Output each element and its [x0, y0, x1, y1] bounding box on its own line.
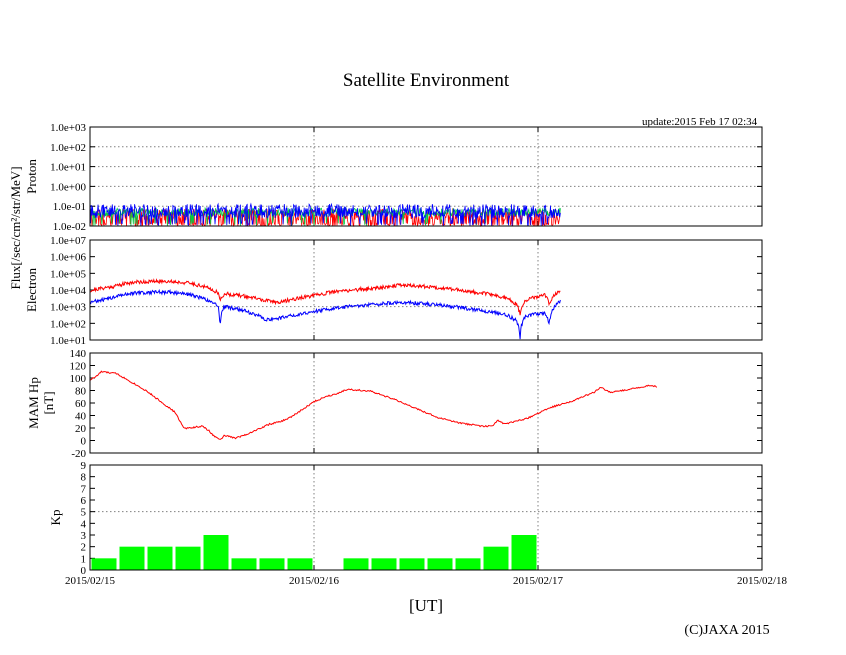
y-tick-label: 8: [81, 472, 87, 484]
y-tick-label: 1.0e-02: [53, 221, 86, 233]
y-tick-label: 1: [81, 553, 87, 565]
panel-frame: [89, 126, 763, 227]
panel-ylabel: Kp: [48, 510, 63, 526]
kp-bar: [427, 558, 453, 570]
y-tick-label: 1.0e+05: [50, 268, 86, 280]
kp-bar: [343, 558, 369, 570]
mam-hp-series: [89, 370, 658, 440]
kp-bar: [511, 535, 537, 570]
chart-title: Satellite Environment: [343, 70, 510, 91]
y-tick-label: 1.0e+03: [50, 122, 86, 134]
y-tick-label: 140: [70, 348, 87, 360]
y-tick-label: 60: [75, 398, 87, 410]
y-tick-label: 0: [81, 436, 87, 448]
y-tick-label: 6: [81, 495, 87, 507]
kp-bar: [399, 558, 425, 570]
kp-bar: [175, 546, 201, 570]
y-tick-label: 1.0e+02: [50, 142, 86, 154]
panel-electron: 1.0e+01 1.0e+02 1.0e+03 1.0e+04 1.0e+05 1.0e+…: [24, 235, 763, 347]
kp-bar: [483, 546, 509, 570]
y-tick-label: 2: [81, 542, 87, 554]
copyright-text: (C)JAXA 2015: [684, 623, 769, 638]
y-tick-label: 1.0e+01: [50, 335, 86, 347]
y-tick-label: 80: [75, 386, 87, 398]
y-tick-label: 20: [75, 423, 87, 435]
panel-ylabel: MAM Hp[nT]: [26, 377, 56, 429]
electron-series-blue: [90, 288, 561, 340]
x-tick-label: 2015/02/16: [289, 575, 340, 587]
kp-bar: [203, 535, 229, 570]
y-tick-label: 4: [81, 518, 87, 530]
y-tick-label: 40: [75, 411, 87, 423]
panel-ylabel: Proton: [24, 159, 39, 194]
y-tick-label: 3: [81, 530, 87, 542]
kp-bar: [147, 546, 173, 570]
panel-proton: 1.0e-02 1.0e-01 1.0e+00 1.0e+01 1.0e+02 1.0e+…: [24, 122, 763, 233]
proton-series-blue: [89, 202, 561, 227]
kp-bar: [91, 558, 117, 570]
y-tick-label: 1.0e+03: [50, 302, 86, 314]
y-tick-label: -20: [71, 448, 86, 460]
x-tick-label: 2015/02/17: [513, 575, 564, 587]
update-timestamp: update:2015 Feb 17 02:34: [642, 116, 758, 128]
flux-axis-label: Flux[/sec/cm²/str/MeV]: [8, 166, 23, 289]
y-tick-label: 1.0e-01: [53, 201, 86, 213]
y-tick-label: 1.0e+06: [50, 252, 86, 264]
kp-bar: [119, 546, 145, 570]
kp-bar: [371, 558, 397, 570]
panel-frame: [89, 464, 763, 571]
y-tick-label: 1.0e+07: [50, 235, 86, 247]
kp-bar: [287, 558, 313, 570]
x-tick-label: 2015/02/15: [65, 575, 116, 587]
y-tick-label: 100: [70, 373, 87, 385]
x-tick-label: 2015/02/18: [737, 575, 788, 587]
panel-frame: [89, 352, 763, 454]
y-tick-label: 1.0e+01: [50, 162, 86, 174]
panel-ylabel: Electron: [24, 267, 39, 312]
y-tick-label: 0: [81, 565, 87, 577]
y-tick-label: 1.0e+02: [50, 318, 86, 330]
x-axis-label: [UT]: [409, 596, 443, 615]
panel-frame: [89, 239, 763, 341]
y-tick-label: 9: [81, 460, 87, 472]
kp-bar: [259, 558, 285, 570]
y-tick-label: 7: [81, 483, 87, 495]
y-tick-label: 1.0e+04: [50, 285, 86, 297]
y-tick-label: 1.0e+00: [50, 181, 86, 193]
y-tick-label: 5: [81, 507, 87, 519]
kp-bar: [455, 558, 481, 570]
y-tick-label: 120: [70, 361, 87, 373]
kp-bar: [231, 558, 257, 570]
electron-series-red: [89, 278, 561, 316]
